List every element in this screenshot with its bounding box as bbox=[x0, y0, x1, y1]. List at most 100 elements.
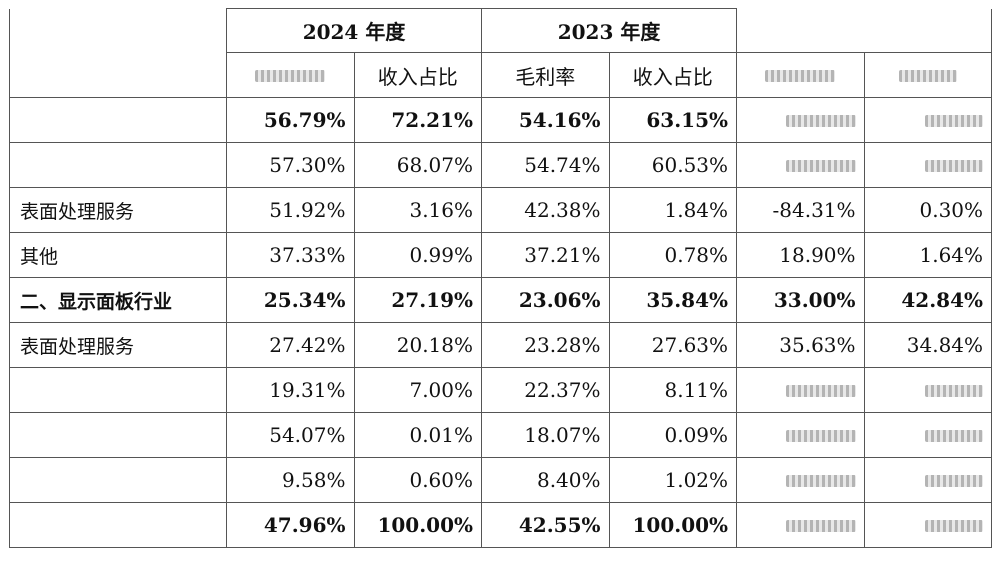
table-cell: 25.34% bbox=[226, 277, 355, 323]
table-row: 二、显示面板行业 25.34% 27.19% 23.06% 35.84% 33.00% 42… bbox=[9, 277, 993, 323]
table-cell: 3.16% bbox=[353, 187, 483, 233]
table-cell: 1.64% bbox=[863, 232, 993, 278]
header-year-2024: 2024 年度 bbox=[225, 8, 483, 53]
row-label: 二、显示面板行业 bbox=[9, 277, 227, 323]
obscured-text bbox=[785, 475, 856, 487]
table-cell: 47.96% bbox=[226, 502, 355, 548]
table-body: 56.79% 72.21% 54.16% 63.15% 57.30% 68.07% 54.7… bbox=[9, 97, 993, 548]
table-cell: 56.79% bbox=[226, 97, 355, 143]
table-cell: 27.63% bbox=[608, 322, 738, 368]
table-cell: 18.90% bbox=[736, 232, 865, 278]
table-cell: 37.33% bbox=[226, 232, 355, 278]
row-label bbox=[9, 97, 227, 143]
financial-table-sheet: 2024 年度 2023 年度 收入占比 毛利率 收入占比 56.79% 72.2… bbox=[9, 8, 993, 553]
obscured-text bbox=[785, 385, 856, 397]
table-cell bbox=[736, 412, 865, 458]
row-label bbox=[9, 502, 227, 548]
obscured-text bbox=[925, 115, 984, 127]
table-row: 表面处理服务 27.42% 20.18% 23.28% 27.63% 35.63% 34.8… bbox=[9, 322, 993, 368]
table-cell: 18.07% bbox=[481, 412, 610, 458]
gross-margin-table: 2024 年度 2023 年度 收入占比 毛利率 收入占比 56.79% 72.2… bbox=[9, 8, 993, 548]
row-label bbox=[9, 457, 227, 503]
table-cell: 35.84% bbox=[608, 277, 738, 323]
table-cell bbox=[736, 142, 865, 188]
table-cell: 0.09% bbox=[608, 412, 738, 458]
header-row-years: 2024 年度 2023 年度 bbox=[9, 8, 993, 53]
table-cell bbox=[736, 502, 865, 548]
table-cell: 20.18% bbox=[353, 322, 483, 368]
table-row: 表面处理服务 51.92% 3.16% 42.38% 1.84% -84.31% 0.30% bbox=[9, 187, 993, 233]
table-cell: 1.02% bbox=[608, 457, 738, 503]
table-cell: 9.58% bbox=[226, 457, 355, 503]
header-blank-cell-2 bbox=[9, 52, 227, 98]
table-cell: 8.11% bbox=[608, 367, 738, 413]
table-cell: 72.21% bbox=[353, 97, 483, 143]
table-row: 54.07% 0.01% 18.07% 0.09% bbox=[9, 412, 993, 458]
header-2023-revenue-share: 收入占比 bbox=[608, 52, 738, 98]
table-cell: 0.60% bbox=[353, 457, 483, 503]
row-label: 表面处理服务 bbox=[9, 322, 227, 368]
table-cell: 68.07% bbox=[353, 142, 483, 188]
table-cell: 100.00% bbox=[353, 502, 483, 548]
obscured-text bbox=[925, 430, 984, 442]
table-cell: 33.00% bbox=[736, 277, 865, 323]
table-cell: 54.16% bbox=[481, 97, 610, 143]
obscured-text bbox=[785, 115, 856, 127]
header-obscured-a bbox=[736, 52, 865, 98]
header-obscured-group bbox=[736, 8, 993, 53]
header-2024-revenue-share: 收入占比 bbox=[353, 52, 483, 98]
table-row: 19.31% 7.00% 22.37% 8.11% bbox=[9, 367, 993, 413]
row-label bbox=[9, 367, 227, 413]
table-cell bbox=[863, 502, 993, 548]
obscured-text bbox=[785, 160, 856, 172]
header-year-2023: 2023 年度 bbox=[481, 8, 738, 53]
table-cell: 42.55% bbox=[481, 502, 610, 548]
table-cell: 54.74% bbox=[481, 142, 610, 188]
table-cell: 0.78% bbox=[608, 232, 738, 278]
table-cell bbox=[736, 97, 865, 143]
header-2024-obscured bbox=[226, 52, 355, 98]
table-cell bbox=[863, 97, 993, 143]
table-cell: 42.84% bbox=[863, 277, 993, 323]
table-row: 57.30% 68.07% 54.74% 60.53% bbox=[9, 142, 993, 188]
obscured-text bbox=[898, 70, 957, 82]
table-cell bbox=[863, 412, 993, 458]
obscured-text bbox=[765, 70, 836, 82]
table-cell: 8.40% bbox=[481, 457, 610, 503]
table-row: 其他 37.33% 0.99% 37.21% 0.78% 18.90% 1.64% bbox=[9, 232, 993, 278]
table-cell: 23.28% bbox=[481, 322, 610, 368]
table-cell: 34.84% bbox=[863, 322, 993, 368]
table-row: 56.79% 72.21% 54.16% 63.15% bbox=[9, 97, 993, 143]
obscured-text bbox=[785, 430, 856, 442]
table-cell: 51.92% bbox=[226, 187, 355, 233]
row-label bbox=[9, 142, 227, 188]
table-row: 47.96% 100.00% 42.55% 100.00% bbox=[9, 502, 993, 548]
header-row-metrics: 收入占比 毛利率 收入占比 bbox=[9, 52, 993, 98]
table-cell: 37.21% bbox=[481, 232, 610, 278]
table-cell: 57.30% bbox=[226, 142, 355, 188]
table-cell: 22.37% bbox=[481, 367, 610, 413]
header-obscured-b bbox=[863, 52, 993, 98]
header-2023-gross-margin: 毛利率 bbox=[481, 52, 610, 98]
table-cell bbox=[736, 367, 865, 413]
table-cell: 1.84% bbox=[608, 187, 738, 233]
table-cell: 60.53% bbox=[608, 142, 738, 188]
table-cell: 63.15% bbox=[608, 97, 738, 143]
obscured-text bbox=[925, 520, 984, 532]
obscured-text bbox=[925, 385, 984, 397]
obscured-text bbox=[925, 160, 984, 172]
table-cell: 0.30% bbox=[863, 187, 993, 233]
obscured-text bbox=[785, 520, 856, 532]
table-cell: 0.99% bbox=[353, 232, 483, 278]
table-row: 9.58% 0.60% 8.40% 1.02% bbox=[9, 457, 993, 503]
table-cell bbox=[863, 367, 993, 413]
table-cell: 23.06% bbox=[481, 277, 610, 323]
row-label bbox=[9, 412, 227, 458]
obscured-text bbox=[925, 475, 984, 487]
table-cell: 54.07% bbox=[226, 412, 355, 458]
table-cell: 42.38% bbox=[481, 187, 610, 233]
row-label: 表面处理服务 bbox=[9, 187, 227, 233]
table-cell: 19.31% bbox=[226, 367, 355, 413]
table-cell bbox=[863, 142, 993, 188]
table-cell: 35.63% bbox=[736, 322, 865, 368]
